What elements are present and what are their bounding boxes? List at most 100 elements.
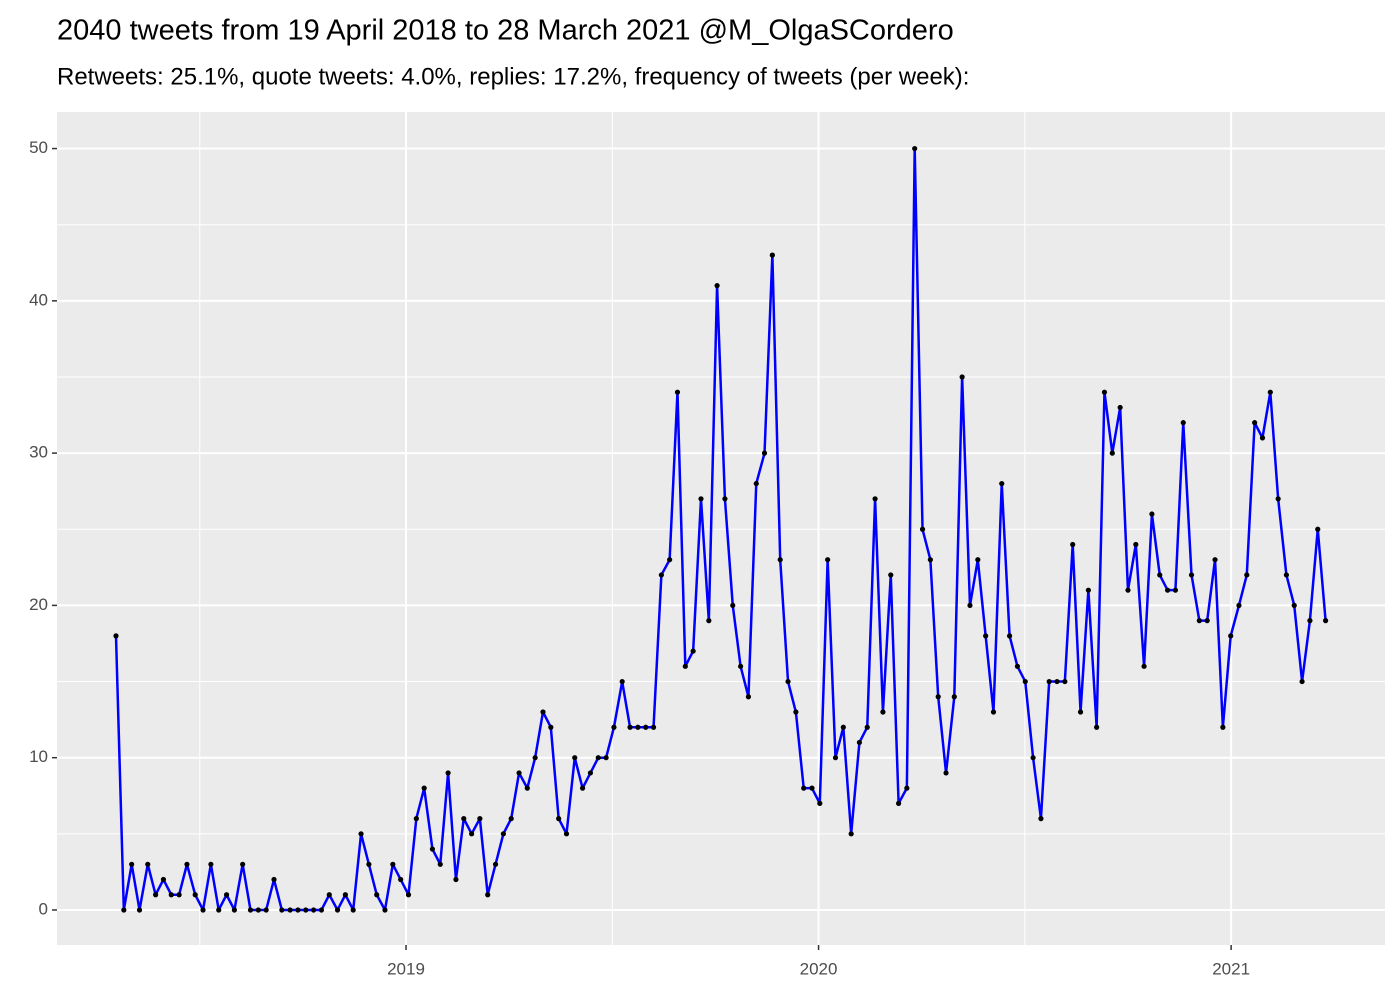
series-line xyxy=(114,147,1327,912)
data-point xyxy=(208,861,214,867)
data-point xyxy=(572,755,578,761)
data-point xyxy=(1196,618,1202,624)
data-point xyxy=(888,572,894,578)
data-point xyxy=(1220,724,1226,730)
data-point xyxy=(1070,541,1076,548)
data-point xyxy=(927,557,933,563)
data-point xyxy=(524,785,530,791)
data-point xyxy=(1322,618,1329,624)
data-point xyxy=(390,861,396,867)
data-point xyxy=(967,602,973,609)
data-point xyxy=(532,755,538,761)
data-point xyxy=(690,648,696,654)
data-point xyxy=(1188,572,1195,578)
data-point xyxy=(1014,663,1021,669)
data-point xyxy=(255,907,261,913)
data-point xyxy=(587,770,594,776)
data-point xyxy=(405,892,412,898)
data-point xyxy=(611,724,617,730)
data-point xyxy=(667,557,673,563)
data-point xyxy=(919,526,926,532)
plot-panel xyxy=(57,112,1385,945)
data-point xyxy=(184,861,190,867)
data-point xyxy=(1236,602,1242,609)
data-point xyxy=(777,557,783,563)
data-point xyxy=(1204,618,1210,624)
data-point xyxy=(817,800,823,806)
data-point xyxy=(880,709,886,715)
data-point xyxy=(1275,496,1281,502)
data-point xyxy=(160,876,167,883)
y-tick-label: 0 xyxy=(39,899,48,918)
data-point xyxy=(951,694,957,700)
data-point xyxy=(603,755,609,761)
data-point xyxy=(342,892,348,898)
data-point xyxy=(136,907,143,913)
data-point xyxy=(983,633,989,639)
data-point xyxy=(453,876,459,883)
data-point xyxy=(374,892,380,898)
data-point xyxy=(1315,526,1321,532)
data-point xyxy=(840,724,846,730)
data-point xyxy=(848,831,854,837)
y-tick-label: 20 xyxy=(29,595,48,614)
data-point xyxy=(975,557,981,563)
data-point xyxy=(769,252,775,258)
data-point xyxy=(698,496,704,502)
data-point xyxy=(619,678,625,685)
data-point xyxy=(674,389,681,395)
data-point xyxy=(935,694,941,700)
data-point xyxy=(595,755,601,761)
data-point xyxy=(809,785,815,791)
data-point xyxy=(1291,602,1297,609)
y-tick-label: 40 xyxy=(29,290,48,309)
data-point xyxy=(176,892,182,898)
data-point xyxy=(825,557,831,563)
data-point xyxy=(516,770,522,776)
data-point xyxy=(872,496,878,502)
data-point xyxy=(1077,709,1084,715)
data-point xyxy=(999,480,1005,487)
data-point xyxy=(904,785,910,791)
chart-subtitle: Retweets: 25.1%, quote tweets: 4.0%, rep… xyxy=(57,63,969,90)
data-point xyxy=(540,709,546,715)
data-point xyxy=(334,907,341,913)
data-point xyxy=(216,907,222,913)
data-point xyxy=(1133,541,1139,548)
data-point xyxy=(1212,557,1218,563)
x-tick-label: 2020 xyxy=(800,959,838,978)
data-point xyxy=(1022,678,1028,685)
data-point xyxy=(1299,678,1305,685)
data-point xyxy=(1252,420,1258,426)
data-point xyxy=(421,785,427,791)
data-point xyxy=(1109,450,1115,456)
data-point xyxy=(801,785,807,791)
data-point xyxy=(398,876,404,883)
data-point xyxy=(1117,404,1123,411)
data-point xyxy=(1307,618,1313,624)
data-point xyxy=(152,892,159,898)
data-point xyxy=(579,785,586,791)
data-point xyxy=(303,907,309,913)
x-tick-label: 2021 xyxy=(1212,959,1250,978)
data-point xyxy=(271,876,277,883)
data-point xyxy=(1259,435,1266,441)
data-point xyxy=(1046,678,1052,685)
data-point xyxy=(295,907,301,913)
data-point xyxy=(326,892,332,898)
data-point xyxy=(382,907,388,913)
data-point xyxy=(1283,572,1290,578)
data-point xyxy=(737,663,744,669)
data-point xyxy=(912,145,918,152)
data-point xyxy=(722,496,728,502)
data-point xyxy=(1094,724,1100,730)
data-point xyxy=(1180,420,1186,426)
data-point xyxy=(761,450,768,456)
data-point xyxy=(1141,663,1147,669)
x-tick-label: 2019 xyxy=(387,959,425,978)
data-point xyxy=(714,283,720,289)
data-point xyxy=(1125,587,1131,593)
data-point xyxy=(287,907,293,913)
data-point xyxy=(643,724,649,730)
data-point xyxy=(469,831,475,837)
